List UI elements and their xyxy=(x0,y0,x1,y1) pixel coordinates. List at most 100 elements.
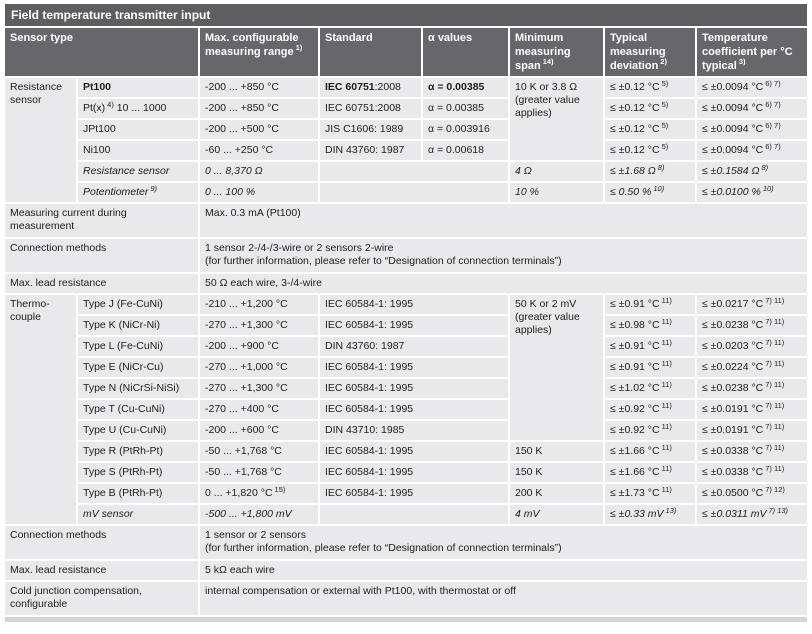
measuring-range: -270 ... +400 °C xyxy=(200,400,318,419)
deviation-text: ≤ ±0.92 °C xyxy=(610,424,660,436)
minimum-span: 150 K xyxy=(510,463,603,482)
coefficient: ≤ ±0.0100 % 10) xyxy=(697,183,807,202)
row-label: Max. lead resistance xyxy=(5,274,198,293)
sensor-name: Potentiometer 9) xyxy=(78,183,198,202)
row-value: 50 Ω each wire, 3-/4-wire xyxy=(200,274,807,293)
standard: IEC 60584-1: 1995 xyxy=(320,400,508,419)
footnote-ref: 11) xyxy=(661,484,672,494)
footnote-ref: 7) 13) xyxy=(768,505,789,515)
standard: JIS C1606: 1989 xyxy=(320,120,421,139)
deviation: ≤ ±0.12 °C 5) xyxy=(605,141,695,160)
deviation-text: ≤ ±0.12 °C xyxy=(610,102,660,114)
coefficient-text: ≤ ±0.1584 Ω xyxy=(702,165,760,177)
footnote-ref: 11) xyxy=(661,379,672,389)
name-text: Pt(x) xyxy=(83,102,106,114)
col-header-span: Minimum measuring span 14) xyxy=(510,28,603,76)
row-label: Max. lead resistance xyxy=(5,561,198,580)
footnote-ref: 6) 7) xyxy=(765,141,781,151)
deviation-text: ≤ ±0.12 °C xyxy=(610,144,660,156)
footnote-ref: 7) 11) xyxy=(765,400,785,410)
measuring-range: -200 ... +500 °C xyxy=(200,120,318,139)
header-text: Minimum measuring span xyxy=(515,32,571,72)
coefficient: ≤ ±0.0191 °C 7) 11) xyxy=(697,421,807,440)
alpha-value: α = 0.00385 xyxy=(423,78,508,97)
minimum-span: 10 % xyxy=(510,183,603,202)
footnote-ref: 9) xyxy=(150,183,158,193)
minimum-span-shared: 10 K or 3.8 Ω (greater value applies) xyxy=(510,78,603,160)
coefficient-text: ≤ ±0.0191 °C xyxy=(702,424,764,436)
measuring-range: -210 ... +1,200 °C xyxy=(200,295,318,314)
measuring-range: -270 ... +1,000 °C xyxy=(200,358,318,377)
deviation: ≤ ±1.68 Ω 8) xyxy=(605,162,695,181)
sensor-name: Ni100 xyxy=(78,141,198,160)
measuring-range: -50 ... +1,768 °C xyxy=(200,442,318,461)
footnote-ref: 7) 12) xyxy=(765,484,785,494)
measuring-range: -270 ... +1,300 °C xyxy=(200,379,318,398)
footnote-ref: 6) 7) xyxy=(765,99,781,109)
sensor-name: Type T (Cu-CuNi) xyxy=(78,400,198,419)
sensor-name: Type J (Fe-CuNi) xyxy=(78,295,198,314)
deviation-text: ≤ ±0.12 °C xyxy=(610,81,660,93)
deviation: ≤ ±0.33 mV 13) xyxy=(605,505,695,524)
footnote-ref: 5) xyxy=(661,141,669,151)
deviation-text: ≤ 0.50 % xyxy=(610,186,652,198)
footnote-ref: 7) 11) xyxy=(765,295,785,305)
deviation: ≤ ±0.12 °C 5) xyxy=(605,78,695,97)
coefficient: ≤ ±0.0094 °C 6) 7) xyxy=(697,141,807,160)
sensor-name: Type K (NiCr-Ni) xyxy=(78,316,198,335)
standard: IEC 60584-1: 1995 xyxy=(320,379,508,398)
sensor-name: Pt100 xyxy=(78,78,198,97)
footnote-ref: 5) xyxy=(661,78,669,88)
col-header-range: Max. configurable measuring range 1) xyxy=(200,28,318,76)
row-label: Cold junction compensation, configurable xyxy=(5,582,198,615)
deviation: ≤ ±0.92 °C 11) xyxy=(605,400,695,419)
deviation-text: ≤ ±0.12 °C xyxy=(610,123,660,135)
sensor-name: Type S (PtRh-Pt) xyxy=(78,463,198,482)
value-line: 1 sensor or 2 sensors xyxy=(205,529,306,541)
deviation-text: ≤ ±0.92 °C xyxy=(610,403,660,415)
coefficient: ≤ ±0.0338 °C 7) 11) xyxy=(697,442,807,461)
coefficient-text: ≤ ±0.0191 °C xyxy=(702,403,764,415)
coefficient: ≤ ±0.0238 °C 7) 11) xyxy=(697,316,807,335)
deviation: ≤ 0.50 % 10) xyxy=(605,183,695,202)
deviation-text: ≤ ±1.66 °C xyxy=(610,466,660,478)
footnote-ref: 7) 11) xyxy=(765,463,785,473)
row-connection-methods: Connection methods 1 sensor or 2 sensors… xyxy=(5,526,807,559)
standard: IEC 60751:2008 xyxy=(320,78,421,97)
col-header-standard: Standard xyxy=(320,28,421,76)
deviation-text: ≤ ±1.68 Ω xyxy=(610,165,656,177)
col-header-deviation: Typical measuring deviation 2) xyxy=(605,28,695,76)
deviation: ≤ ±1.02 °C 11) xyxy=(605,379,695,398)
header-text: Temperature coefficient per °C typical xyxy=(702,32,793,72)
measuring-range: -200 ... +850 °C xyxy=(200,78,318,97)
deviation: ≤ ±0.91 °C 11) xyxy=(605,337,695,356)
sensor-name: Type U (Cu-CuNi) xyxy=(78,421,198,440)
measuring-range: -60 ... +250 °C xyxy=(200,141,318,160)
value-line: 1 sensor 2-/4-/3-wire or 2 sensors 2-wir… xyxy=(205,242,394,254)
standard-bold: IEC 60751 xyxy=(325,81,375,93)
deviation: ≤ ±0.91 °C 11) xyxy=(605,295,695,314)
minimum-span: 150 K xyxy=(510,442,603,461)
footnote-ref: 11) xyxy=(661,442,672,452)
footnote-ref: 7) 11) xyxy=(765,442,785,452)
footnote-ref: 4) xyxy=(107,99,114,109)
measuring-range: -50 ... +1,768 °C xyxy=(200,463,318,482)
sensor-name: Type B (PtRh-Pt) xyxy=(78,484,198,503)
footnote-ref: 10) xyxy=(762,183,774,193)
footnote-ref: 8) xyxy=(761,162,769,172)
row-value: 5 kΩ each wire xyxy=(200,561,807,580)
footnote-ref: 6) 7) xyxy=(765,78,781,88)
deviation-text: ≤ ±1.66 °C xyxy=(610,445,660,457)
deviation: ≤ ±0.98 °C 11) xyxy=(605,316,695,335)
alpha-value: α = 0.003916 xyxy=(423,120,508,139)
deviation-text: ≤ ±0.98 °C xyxy=(610,319,660,331)
coefficient-text: ≤ ±0.0500 °C xyxy=(702,487,764,499)
footnote-ref: 8) xyxy=(657,162,665,172)
footnote-ref: 7) 11) xyxy=(765,421,785,431)
footnote-ref: 6) 7) xyxy=(765,120,781,130)
thermocouple-section: Thermo-couple Type J (Fe-CuNi) -210 ... … xyxy=(5,295,807,524)
deviation-text: ≤ ±0.91 °C xyxy=(610,340,660,352)
standard: DIN 43760: 1987 xyxy=(320,337,508,356)
sensor-name: JPt100 xyxy=(78,120,198,139)
table-title: Field temperature transmitter input xyxy=(5,4,807,26)
